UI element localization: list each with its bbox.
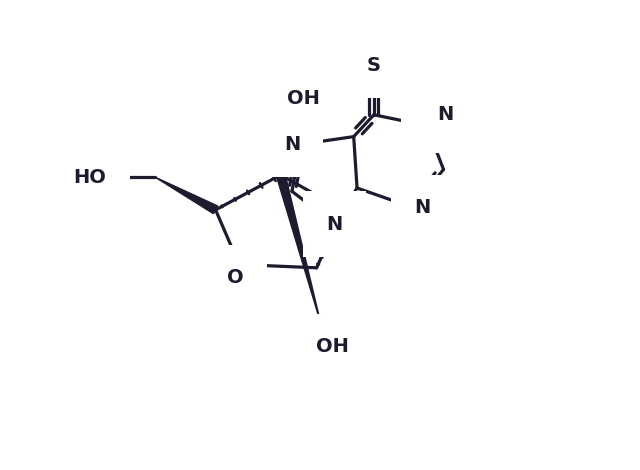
Text: O: O <box>227 268 244 287</box>
Text: N: N <box>326 215 343 234</box>
Polygon shape <box>276 174 321 325</box>
Text: H: H <box>450 103 466 122</box>
Polygon shape <box>155 177 218 214</box>
Text: HO: HO <box>74 168 106 187</box>
Text: OH: OH <box>287 89 319 108</box>
Text: S: S <box>367 56 381 75</box>
Text: N: N <box>424 111 440 130</box>
Polygon shape <box>276 122 290 176</box>
Text: OH: OH <box>316 337 349 356</box>
Text: N: N <box>414 198 430 217</box>
Text: N: N <box>284 135 300 154</box>
Text: N: N <box>438 105 454 124</box>
